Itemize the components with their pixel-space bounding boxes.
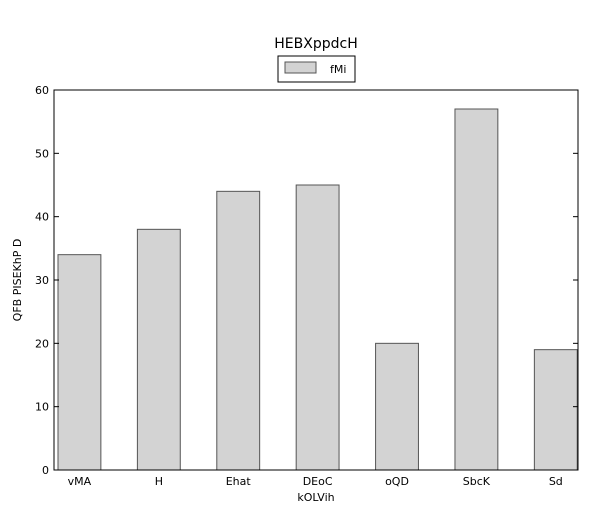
y-tick-label: 30 (35, 274, 49, 287)
y-tick-label: 0 (42, 464, 49, 477)
bar-oQD (375, 342, 419, 471)
y-tick-label: 20 (35, 337, 49, 350)
plot-frame (53, 89, 579, 471)
x-tick-label: vMA (68, 475, 92, 488)
y-tick-label: 60 (35, 84, 49, 97)
y-tick-label: 50 (35, 147, 49, 160)
y-tick-label: 40 (35, 211, 49, 224)
x-tick-label: oQD (385, 475, 409, 488)
x-axis-label: kOLVih (297, 491, 334, 504)
x-tick-label: H (155, 475, 163, 488)
chart-title: HEBXppdcH (274, 36, 357, 52)
x-tick-label: SbcK (463, 475, 491, 488)
x-tick-label: Ehat (226, 475, 252, 488)
legend-label: fMi (330, 63, 346, 76)
x-tick-label: Sd (549, 475, 563, 488)
bars-group (57, 108, 578, 471)
x-tick-label: DEoC (303, 475, 333, 488)
bar-DEoC (295, 184, 340, 471)
legend-swatch (284, 61, 317, 74)
bar-Ehat (216, 190, 261, 471)
bar-vMA (57, 254, 102, 471)
x-axis-ticks: vMA H Ehat DEoC oQD SbcK Sd (68, 475, 563, 488)
bar-H (136, 228, 181, 471)
y-axis-ticks: 0 10 20 30 40 50 60 (35, 84, 578, 477)
bar-Sd (533, 349, 578, 471)
y-tick-label: 10 (35, 401, 49, 414)
bar-SbcK (454, 108, 499, 471)
legend: fMi (277, 55, 356, 83)
y-axis-label: QFB PISEKhP D (11, 239, 24, 322)
